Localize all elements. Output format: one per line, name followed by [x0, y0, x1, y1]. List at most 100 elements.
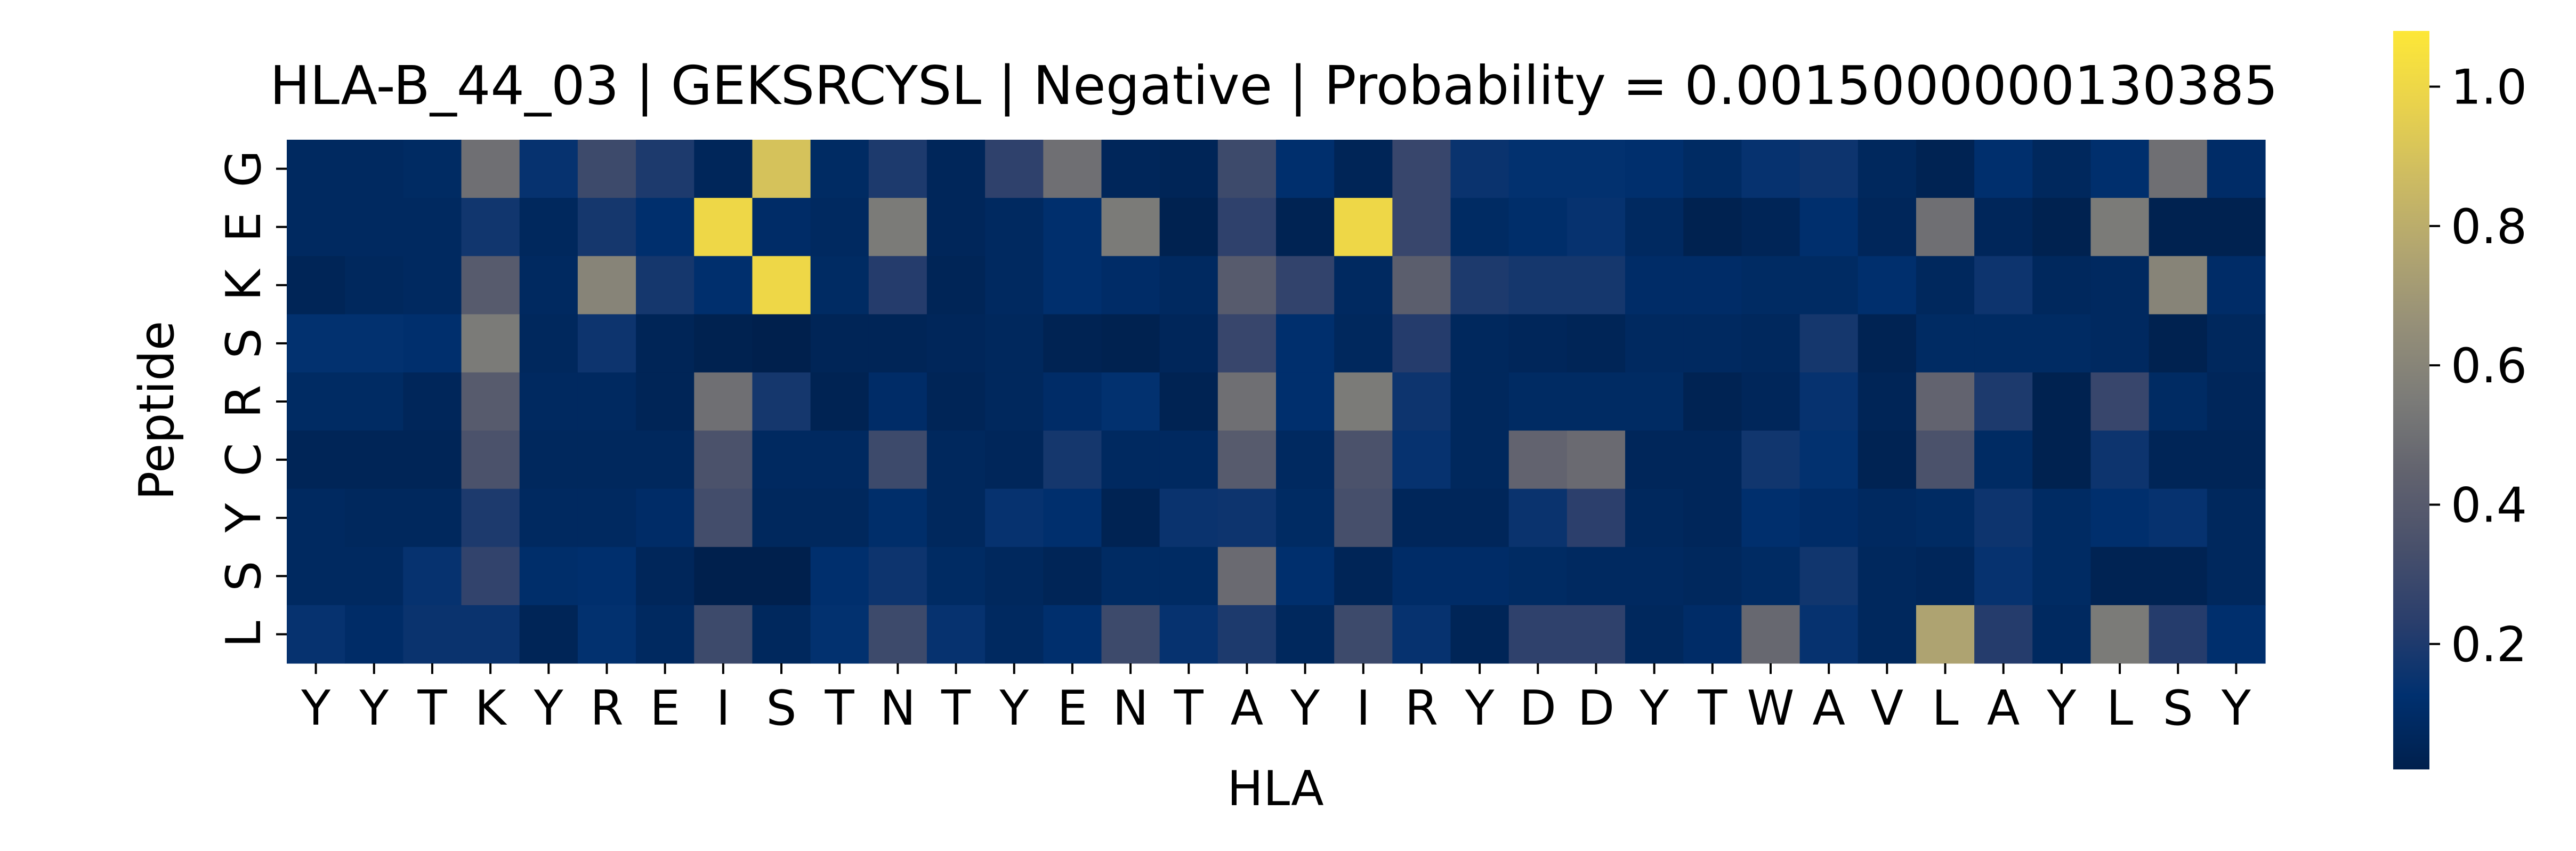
heatmap-cell-r5-c12 — [985, 430, 1044, 489]
x-tick-label: D — [1520, 680, 1556, 736]
x-tick-label: A — [1987, 680, 2020, 736]
heatmap-cell-r8-c22 — [1566, 605, 1626, 664]
heatmap-cell-r1-c24 — [1683, 198, 1742, 256]
heatmap-cell-r6-c10 — [868, 488, 927, 548]
heatmap-cell-r4-c26 — [1799, 372, 1859, 431]
heatmap-cell-r6-c26 — [1799, 488, 1859, 548]
heatmap-cell-r7-c10 — [868, 547, 927, 606]
heatmap-cell-r0-c26 — [1799, 140, 1859, 198]
heatmap-cell-r0-c10 — [868, 140, 927, 198]
x-tick-label: S — [766, 680, 796, 736]
heatmap-cell-r2-c9 — [810, 256, 869, 315]
y-tick-label: Y — [216, 503, 272, 533]
heatmap-cell-r5-c31 — [2090, 430, 2150, 489]
heatmap-cell-r8-c2 — [403, 605, 462, 664]
colorbar — [2393, 31, 2429, 769]
heatmap-cell-r8-c26 — [1799, 605, 1859, 664]
heatmap-cell-r4-c15 — [1159, 372, 1218, 431]
heatmap-cell-r8-c8 — [752, 605, 811, 664]
heatmap-cell-r4-c33 — [2207, 372, 2266, 431]
x-tick-label: E — [1057, 680, 1087, 736]
heatmap-cell-r5-c0 — [287, 430, 345, 489]
heatmap-cell-r6-c1 — [345, 488, 403, 548]
x-tick-label: T — [825, 680, 855, 736]
x-tick-label: Y — [301, 680, 331, 736]
heatmap-cell-r6-c19 — [1392, 488, 1451, 548]
y-tick-label: G — [216, 150, 272, 188]
heatmap-cell-r5-c27 — [1858, 430, 1917, 489]
heatmap-cell-r0-c14 — [1101, 140, 1160, 198]
x-tick-label: T — [941, 680, 971, 736]
heatmap-cell-r4-c32 — [2149, 372, 2208, 431]
heatmap-cell-r6-c32 — [2149, 488, 2208, 548]
heatmap-cell-r7-c32 — [2149, 547, 2208, 606]
heatmap-cell-r2-c5 — [577, 256, 636, 315]
heatmap-cell-r5-c3 — [461, 430, 520, 489]
heatmap-cell-r6-c0 — [287, 488, 345, 548]
heatmap-cell-r1-c10 — [868, 198, 927, 256]
heatmap-cell-r8-c28 — [1916, 605, 1975, 664]
x-tick-label: K — [475, 680, 507, 736]
heatmap-cell-r8-c15 — [1159, 605, 1218, 664]
heatmap-cell-r0-c13 — [1043, 140, 1102, 198]
heatmap-cell-r7-c14 — [1101, 547, 1160, 606]
heatmap-cell-r5-c23 — [1625, 430, 1684, 489]
heatmap-cell-r8-c9 — [810, 605, 869, 664]
heatmap-cell-r4-c23 — [1625, 372, 1684, 431]
heatmap-cell-r4-c22 — [1566, 372, 1626, 431]
x-tick-label: N — [1112, 680, 1148, 736]
heatmap-cell-r0-c4 — [519, 140, 578, 198]
heatmap-cell-r0-c5 — [577, 140, 636, 198]
heatmap-cell-r5-c33 — [2207, 430, 2266, 489]
heatmap-cell-r6-c29 — [1974, 488, 2033, 548]
heatmap-cell-r6-c4 — [519, 488, 578, 548]
heatmap-cell-r5-c5 — [577, 430, 636, 489]
y-axis-ticks: GEKSRCYSL — [216, 150, 287, 648]
heatmap-cell-r3-c16 — [1217, 314, 1277, 373]
heatmap-cell-r8-c16 — [1217, 605, 1277, 664]
heatmap-cell-r6-c21 — [1508, 488, 1568, 548]
heatmap-cell-r3-c25 — [1741, 314, 1800, 373]
heatmap-cell-r2-c17 — [1276, 256, 1335, 315]
heatmap-cell-r2-c3 — [461, 256, 520, 315]
heatmap-cell-r1-c18 — [1334, 198, 1393, 256]
heatmap-cell-r8-c4 — [519, 605, 578, 664]
heatmap-cell-r1-c2 — [403, 198, 462, 256]
heatmap-cell-r4-c29 — [1974, 372, 2033, 431]
heatmap-cell-r3-c30 — [2032, 314, 2092, 373]
heatmap-cell-r3-c9 — [810, 314, 869, 373]
heatmap-cell-r2-c25 — [1741, 256, 1800, 315]
heatmap-cell-r4-c13 — [1043, 372, 1102, 431]
heatmap-cell-r5-c21 — [1508, 430, 1568, 489]
heatmap-cell-r3-c8 — [752, 314, 811, 373]
heatmap-cell-r5-c25 — [1741, 430, 1800, 489]
heatmap-cell-r0-c9 — [810, 140, 869, 198]
heatmap-cell-r8-c11 — [926, 605, 986, 664]
heatmap-cell-r5-c22 — [1566, 430, 1626, 489]
heatmap-cell-r8-c20 — [1450, 605, 1509, 664]
heatmap-cell-r1-c0 — [287, 198, 345, 256]
heatmap-cell-r3-c18 — [1334, 314, 1393, 373]
heatmap-cell-r8-c29 — [1974, 605, 2033, 664]
heatmap-cell-r5-c10 — [868, 430, 927, 489]
heatmap-cell-r6-c2 — [403, 488, 462, 548]
y-tick-label: R — [216, 385, 272, 419]
heatmap-cell-r6-c16 — [1217, 488, 1277, 548]
heatmap-cell-r2-c33 — [2207, 256, 2266, 315]
heatmap-cell-r0-c27 — [1858, 140, 1917, 198]
x-tick-label: Y — [1290, 680, 1320, 736]
heatmap-cell-r5-c20 — [1450, 430, 1509, 489]
heatmap-cell-r1-c19 — [1392, 198, 1451, 256]
heatmap-cell-r7-c4 — [519, 547, 578, 606]
heatmap-cell-r8-c1 — [345, 605, 403, 664]
heatmap-cell-r1-c23 — [1625, 198, 1684, 256]
heatmap-cell-r4-c5 — [577, 372, 636, 431]
heatmap-cell-r4-c2 — [403, 372, 462, 431]
heatmap-cell-r8-c31 — [2090, 605, 2150, 664]
heatmap-cell-r3-c19 — [1392, 314, 1451, 373]
chart-title: HLA-B_44_03 | GEKSRCYSL | Negative | Pro… — [270, 54, 2278, 117]
heatmap-cell-r0-c20 — [1450, 140, 1509, 198]
heatmap-cell-r0-c23 — [1625, 140, 1684, 198]
heatmap-cell-r3-c13 — [1043, 314, 1102, 373]
x-tick-label: E — [650, 680, 680, 736]
